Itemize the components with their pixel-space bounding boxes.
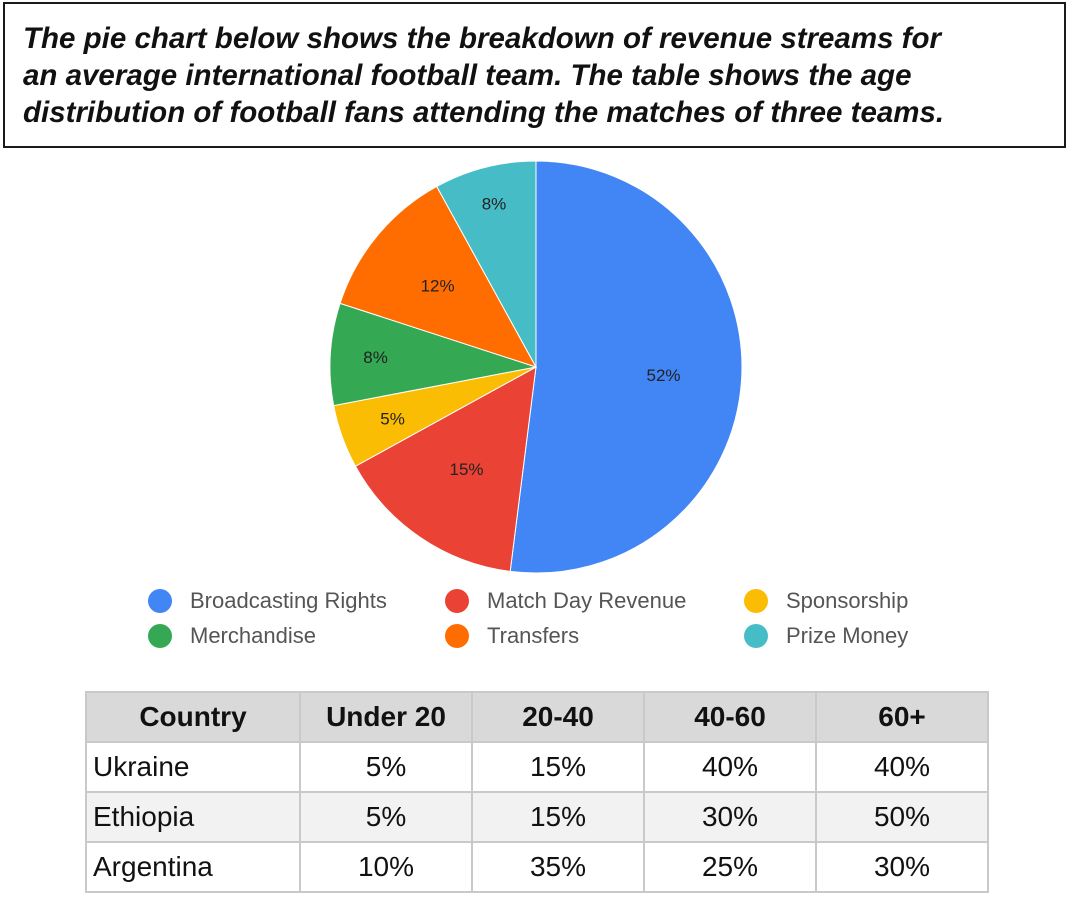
column-header: 20-40 xyxy=(471,691,645,743)
column-header: 40-60 xyxy=(643,691,817,743)
column-header: Country xyxy=(85,691,301,743)
pie-slice xyxy=(509,160,743,574)
title-line: an average international football team. … xyxy=(23,59,912,92)
table-row: Argentina 10% 35% 25% 30% xyxy=(85,841,989,893)
table-cell: 5% xyxy=(299,791,473,843)
slice-label: 8% xyxy=(363,348,388,367)
table-cell: 50% xyxy=(815,791,989,843)
legend-label: Sponsorship xyxy=(786,588,909,613)
legend-item: Match Day Revenue xyxy=(445,586,686,616)
slice-label: 52% xyxy=(646,366,680,385)
pie-chart: 52% 15% 5% 8% 12% 8% xyxy=(329,160,743,574)
table-cell: 25% xyxy=(643,841,817,893)
pie-slice xyxy=(436,160,537,368)
table-cell: Ethiopia xyxy=(85,791,301,843)
table-row: Ethiopia 5% 15% 30% 50% xyxy=(85,791,989,843)
table-cell: Ukraine xyxy=(85,741,301,793)
legend-swatch xyxy=(744,624,768,648)
legend-swatch xyxy=(744,589,768,613)
legend-item: Merchandise xyxy=(148,621,316,651)
chart-legend: Broadcasting Rights Match Day Revenue Sp… xyxy=(148,586,948,658)
table-cell: 40% xyxy=(815,741,989,793)
table-row: Ukraine 5% 15% 40% 40% xyxy=(85,741,989,793)
legend-label: Broadcasting Rights xyxy=(190,588,387,613)
table-cell: 35% xyxy=(471,841,645,893)
column-header: Under 20 xyxy=(299,691,473,743)
pie-slice xyxy=(329,302,537,407)
table-header-row: Country Under 20 20-40 40-60 60+ xyxy=(85,691,989,743)
title-box: The pie chart below shows the breakdown … xyxy=(3,2,1066,148)
table-cell: 30% xyxy=(643,791,817,843)
legend-label: Match Day Revenue xyxy=(487,588,687,613)
slice-label: 5% xyxy=(380,410,405,429)
legend-item: Broadcasting Rights xyxy=(148,586,387,616)
slice-label: 12% xyxy=(421,277,455,296)
legend-item: Prize Money xyxy=(744,621,908,651)
title-line: The pie chart below shows the breakdown … xyxy=(23,22,942,55)
legend-swatch xyxy=(148,624,172,648)
table-cell: Argentina xyxy=(85,841,301,893)
legend-label: Merchandise xyxy=(190,623,316,648)
table-cell: 10% xyxy=(299,841,473,893)
table-cell: 15% xyxy=(471,741,645,793)
table-cell: 5% xyxy=(299,741,473,793)
column-header: 60+ xyxy=(815,691,989,743)
title-text: The pie chart below shows the breakdown … xyxy=(23,20,1046,131)
legend-item: Sponsorship xyxy=(744,586,908,616)
legend-item: Transfers xyxy=(445,621,579,651)
table-cell: 15% xyxy=(471,791,645,843)
legend-label: Transfers xyxy=(487,623,580,648)
table-cell: 40% xyxy=(643,741,817,793)
legend-swatch xyxy=(445,624,469,648)
legend-label: Prize Money xyxy=(786,623,909,648)
slice-label: 8% xyxy=(482,194,507,213)
pie-slice xyxy=(339,185,538,368)
table-cell: 30% xyxy=(815,841,989,893)
title-line: distribution of football fans attending … xyxy=(23,96,945,129)
age-distribution-table: Country Under 20 20-40 40-60 60+ Ukraine… xyxy=(85,691,989,893)
slice-label: 15% xyxy=(449,460,483,479)
pie-slice xyxy=(354,366,537,572)
legend-swatch xyxy=(148,589,172,613)
legend-swatch xyxy=(445,589,469,613)
